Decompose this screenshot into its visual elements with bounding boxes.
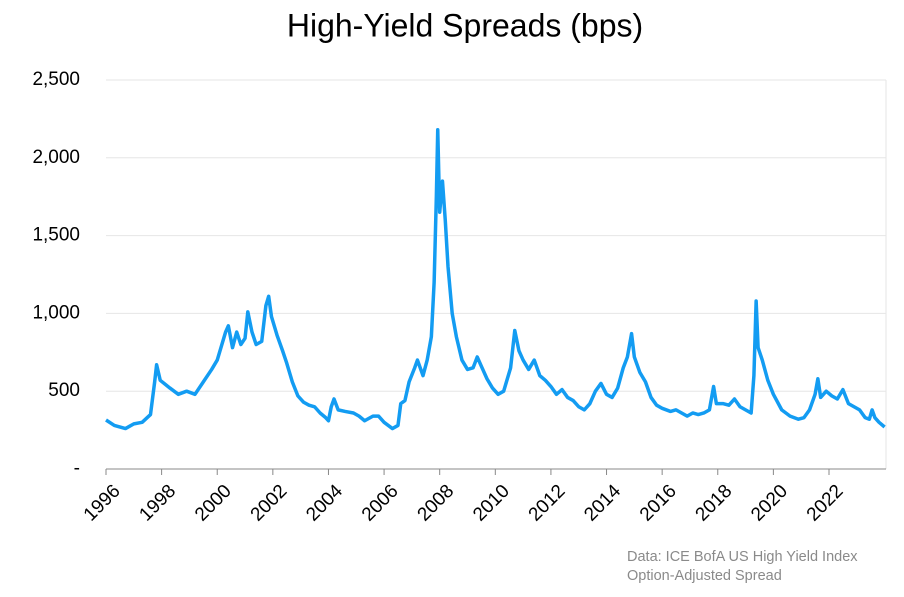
x-tick-label: 1998: [135, 481, 180, 526]
y-tick-label: 2,000: [32, 147, 80, 168]
x-tick-label: 2002: [247, 481, 292, 526]
x-tick-label: 2016: [636, 481, 681, 526]
x-tick-label: 2008: [414, 481, 459, 526]
source-note: Data: ICE BofA US High Yield Index: [627, 549, 858, 565]
x-tick-label: 2000: [191, 481, 236, 526]
y-tick-label: -: [74, 458, 80, 479]
y-tick-label: 500: [48, 380, 80, 401]
data-line: [105, 128, 886, 431]
x-tick-label: 2004: [302, 480, 347, 525]
x-tick-label: 2014: [580, 480, 625, 525]
y-tick-label: 1,000: [32, 302, 80, 323]
x-tick-label: 2022: [803, 481, 848, 526]
x-tick-label: 2006: [358, 481, 403, 526]
chart-title: High-Yield Spreads (bps): [287, 7, 643, 43]
x-tick-label: 2018: [692, 481, 737, 526]
x-tick-label: 2012: [525, 481, 570, 526]
y-tick-label: 2,500: [32, 69, 80, 90]
x-tick-label: 1996: [80, 481, 125, 526]
source-note: Option-Adjusted Spread: [627, 568, 782, 584]
x-tick-label: 2020: [747, 481, 792, 526]
x-tick-label: 2010: [469, 481, 514, 526]
y-tick-label: 1,500: [32, 225, 80, 246]
